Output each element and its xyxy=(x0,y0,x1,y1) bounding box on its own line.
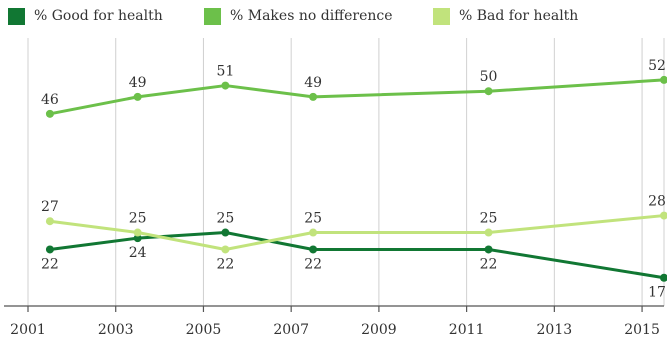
legend-label-no-difference: % Makes no difference xyxy=(230,8,393,24)
x-tick-label-2015: 2015 xyxy=(624,322,660,338)
x-tick-label-2005: 2005 xyxy=(186,322,222,338)
data-label-bad-for-health-3: 25 xyxy=(304,211,322,227)
data-point-makes-no-difference-1 xyxy=(133,92,142,101)
data-label-good-for-health-0: 22 xyxy=(41,256,59,272)
data-point-makes-no-difference-4 xyxy=(484,87,493,96)
data-point-bad-for-health-3 xyxy=(309,228,318,237)
data-label-makes-no-difference-5: 52 xyxy=(648,58,666,74)
data-point-good-for-health-4 xyxy=(484,245,493,254)
legend-item-no-difference: % Makes no difference xyxy=(204,7,433,25)
x-tick-label-2007: 2007 xyxy=(273,322,309,338)
data-point-bad-for-health-4 xyxy=(484,228,493,237)
data-point-bad-for-health-2 xyxy=(221,245,230,254)
data-label-good-for-health-4: 22 xyxy=(480,256,498,272)
data-label-bad-for-health-0: 27 xyxy=(41,199,59,215)
legend-label-good: % Good for health xyxy=(34,8,163,24)
data-point-good-for-health-1 xyxy=(133,234,142,243)
data-label-makes-no-difference-0: 46 xyxy=(41,92,59,108)
data-label-good-for-health-5: 17 xyxy=(648,285,666,301)
x-tick-label-2013: 2013 xyxy=(537,322,573,338)
data-label-bad-for-health-1: 25 xyxy=(129,211,147,227)
x-tick-label-2011: 2011 xyxy=(449,322,485,338)
data-point-good-for-health-2 xyxy=(221,228,230,237)
legend-swatch-bad xyxy=(433,7,450,25)
data-point-makes-no-difference-2 xyxy=(221,81,230,90)
data-point-good-for-health-0 xyxy=(45,245,54,254)
data-label-bad-for-health-2: 22 xyxy=(216,256,234,272)
data-point-makes-no-difference-5 xyxy=(660,75,667,84)
data-point-makes-no-difference-3 xyxy=(309,92,318,101)
data-point-good-for-health-5 xyxy=(660,273,667,282)
data-point-makes-no-difference-0 xyxy=(45,109,54,118)
data-label-makes-no-difference-4: 50 xyxy=(480,69,498,85)
data-label-bad-for-health-4: 25 xyxy=(480,211,498,227)
data-label-makes-no-difference-3: 49 xyxy=(304,75,322,91)
data-label-makes-no-difference-1: 49 xyxy=(129,75,147,91)
data-label-good-for-health-3: 22 xyxy=(304,256,322,272)
legend-item-good: % Good for health xyxy=(8,7,204,25)
legend-item-bad: % Bad for health xyxy=(433,7,633,25)
series-line-bad-for-health xyxy=(48,214,666,251)
data-label-makes-no-difference-2: 51 xyxy=(216,64,234,80)
x-tick-label-2003: 2003 xyxy=(98,322,134,338)
legend-swatch-no-difference xyxy=(204,7,221,25)
data-point-bad-for-health-5 xyxy=(660,211,667,220)
x-tick-label-2001: 2001 xyxy=(10,322,46,338)
series-line-makes-no-difference xyxy=(48,78,666,116)
legend-label-bad: % Bad for health xyxy=(459,8,579,24)
data-label-good-for-health-1: 24 xyxy=(129,245,147,261)
data-point-good-for-health-3 xyxy=(309,245,318,254)
legend: % Good for health % Makes no difference … xyxy=(8,5,633,27)
data-point-bad-for-health-0 xyxy=(45,217,54,226)
x-tick-label-2009: 2009 xyxy=(361,322,397,338)
data-point-bad-for-health-1 xyxy=(133,228,142,237)
data-label-good-for-health-2: 25 xyxy=(216,211,234,227)
legend-swatch-good xyxy=(8,7,25,25)
data-label-bad-for-health-5: 28 xyxy=(648,194,666,210)
